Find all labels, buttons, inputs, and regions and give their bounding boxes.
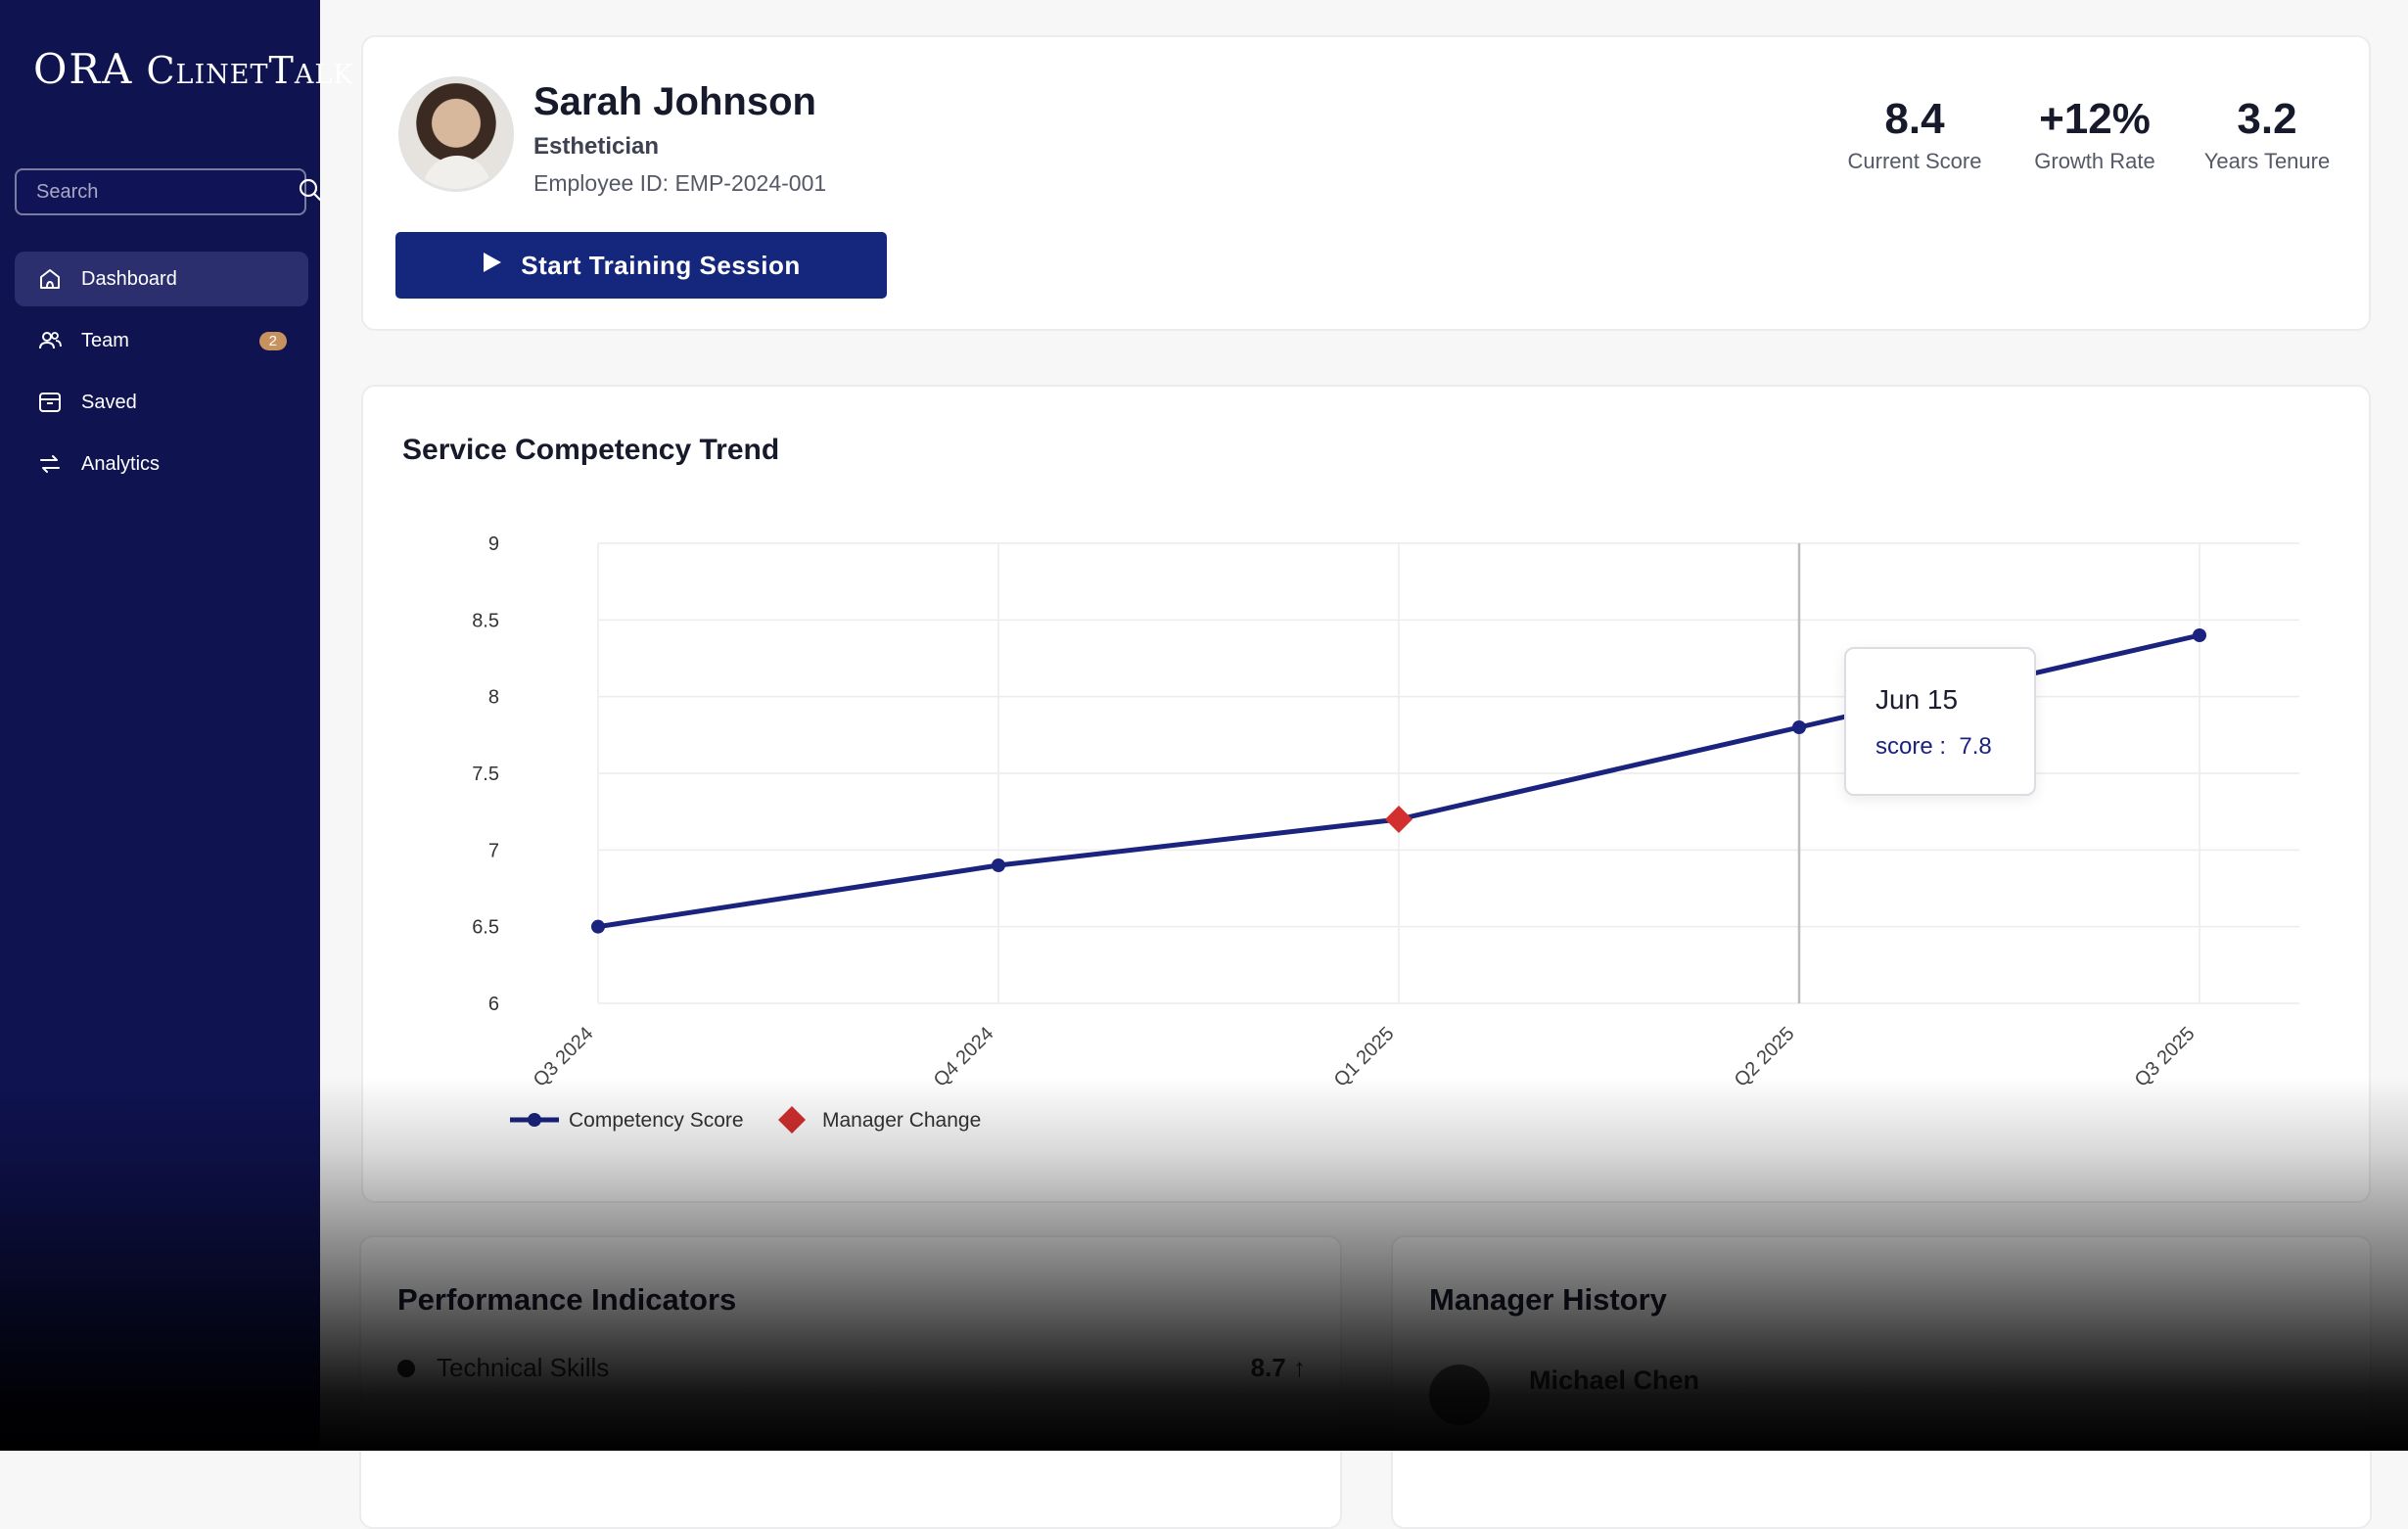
stat-label: Current Score [1847,149,1982,174]
data-point [2193,628,2206,642]
sidebar-item-label: Dashboard [81,267,177,290]
y-tick-label: 6.5 [472,917,499,939]
arrows-icon [36,450,64,478]
legend-label: Competency Score [569,1109,744,1132]
chart-tooltip: Jun 15 score : 7.8 [1844,647,2036,796]
employee-id: Employee ID: EMP-2024-001 [533,170,827,196]
performance-title: Performance Indicators [397,1282,737,1317]
sidebar-item-dashboard[interactable]: Dashboard [15,252,308,306]
data-point [1792,720,1806,734]
manager-history-title: Manager History [1429,1282,1667,1317]
y-tick-label: 9 [488,533,499,555]
start-training-button[interactable]: Start Training Session [395,232,887,299]
tooltip-score-value: 7.8 [1959,733,1992,760]
stat-label: Years Tenure [2203,149,2331,174]
profile-card: Sarah Johnson Esthetician Employee ID: E… [361,35,2371,331]
app-logo[interactable]: ORA ClinetTalk [33,45,353,93]
manager-name: Michael Chen [1529,1365,1700,1395]
sidebar-item-label: Saved [81,391,137,413]
y-tick-label: 7.5 [472,764,499,785]
competency-chart[interactable]: 9 8.5 8 7.5 7 6.5 6 Q3 2024 Q4 2024 Q1 2025 Q2 202… [363,387,2369,1201]
stat-value: 8.4 [1884,95,1945,143]
y-tick-label: 8 [488,687,499,709]
manager-row[interactable]: Michael Chen [1429,1365,1699,1425]
archive-icon [36,389,64,416]
sidebar-item-saved[interactable]: Saved [15,375,308,430]
logo-ora: ORA [33,45,134,93]
data-point [992,858,1005,872]
x-tick-label: Q3 2024 [530,1023,598,1091]
status-dot [397,1359,415,1377]
users-icon [36,327,64,354]
performance-card: Performance Indicators Technical Skills … [359,1235,1342,1529]
tooltip-score: score : 7.8 [1875,733,1992,761]
x-tick-label: Q2 2025 [1731,1023,1799,1091]
tooltip-score-label: score : [1875,733,1947,760]
sidebar-item-label: Team [81,329,129,351]
sidebar-item-analytics[interactable]: Analytics [15,437,308,491]
y-tick-label: 8.5 [472,610,499,631]
home-icon [36,265,64,293]
start-training-label: Start Training Session [521,250,801,280]
sidebar-nav: Dashboard Team 2 Saved Analytics [15,252,308,498]
manager-avatar [1429,1365,1490,1425]
manager-history-card: Manager History Michael Chen [1391,1235,2372,1529]
avatar [398,76,514,192]
x-tick-label: Q3 2025 [2131,1023,2200,1091]
search-input[interactable] [34,179,298,205]
legend-diamond-swatch [778,1106,806,1134]
performance-label: Technical Skills [437,1353,610,1382]
stat-value: 3.2 [2237,95,2297,143]
sidebar: ORA ClinetTalk Dashboard Team 2 Saved [0,0,352,1451]
y-tick-label: 7 [488,840,499,861]
search-box [15,168,322,215]
play-icon [482,251,503,281]
chart-title: Service Competency Trend [402,434,780,466]
x-tick-label: Q1 2025 [1330,1023,1399,1091]
notification-badge: 2 [258,331,287,350]
stat-current-score: 8.4 Current Score [1831,95,1998,174]
performance-value: 8.7 ↑ [1250,1353,1306,1382]
search-icon[interactable] [298,177,323,208]
sidebar-item-team[interactable]: Team 2 [15,313,308,368]
employee-role: Esthetician [533,133,660,160]
logo-name: ClinetTalk [146,49,354,92]
tooltip-date: Jun 15 [1875,684,1959,715]
legend-point-swatch [528,1113,541,1127]
stat-value: +12% [2039,95,2151,143]
stat-years-tenure: 3.2 Years Tenure [2189,95,2345,174]
data-point [591,919,605,934]
employee-name: Sarah Johnson [533,80,816,123]
y-tick-label: 6 [488,994,499,1015]
performance-row[interactable]: Technical Skills 8.7 ↑ [397,1353,1306,1383]
stat-growth-rate: +12% Growth Rate [2016,95,2173,174]
stat-label: Growth Rate [2034,149,2155,174]
manager-change-marker [1385,806,1412,833]
sidebar-item-label: Analytics [81,452,161,475]
chart-card: Service Competency Trend 9 8.5 8 7.5 7 6.5 6 Q3… [361,385,2371,1203]
x-tick-label: Q4 2024 [930,1023,998,1091]
legend-label: Manager Change [822,1109,981,1132]
